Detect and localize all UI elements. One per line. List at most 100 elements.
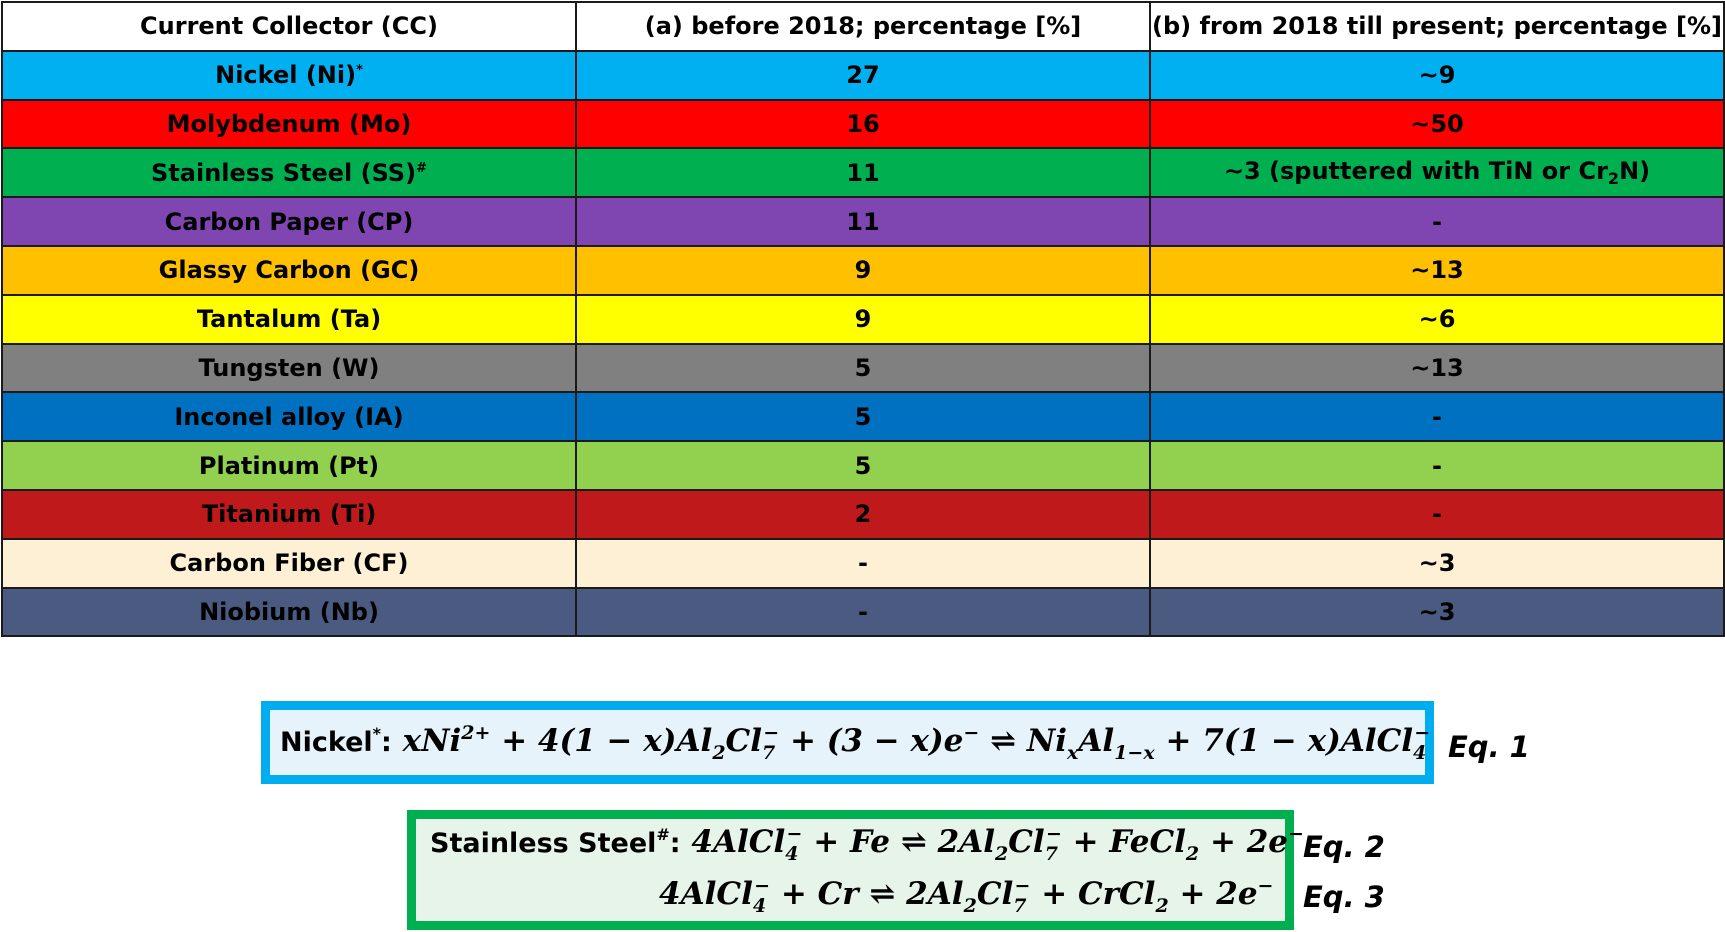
equation-1-tag: Eq. 1 [1448, 730, 1530, 764]
table-header-row: Current Collector (CC) (a) before 2018; … [1, 1, 1725, 52]
table-row: Tungsten (W) 5 ~13 [1, 342, 1725, 394]
table-row: Stainless Steel (SS)# 11 ~3 (sputtered wit… [1, 147, 1725, 199]
equation-2-term-5: + 2e [1209, 824, 1289, 860]
equation-1-term-5: + 7(1 − x)AlCl [1165, 723, 1414, 759]
header-current-collector: Current Collector (CC) [1, 1, 577, 52]
equation-3-term-2: + Cr [780, 876, 859, 912]
cell-before-2018: - [575, 537, 1151, 589]
equation-2-term-3-sup2: − [1045, 823, 1062, 845]
cell-from-2018: - [1149, 391, 1725, 443]
equation-1-term-2-sub: 2 [712, 742, 726, 764]
equation-3-term-1-sub: 4 [752, 895, 767, 917]
cell-before-2018: 5 [575, 440, 1151, 491]
equation-3-term-3-sup2: − [1014, 875, 1031, 897]
equation-2-term-3-sub2: 7 [1044, 843, 1058, 865]
table-row: Titanium (Ti) 2- [1, 488, 1725, 540]
cell-before-2018: 2 [575, 488, 1151, 540]
equation-2-term-1-sub: 4 [785, 843, 799, 865]
cell-current-collector: Carbon Fiber (CF) [1, 537, 577, 589]
cell-current-collector: Molybdenum (Mo) [1, 98, 577, 150]
equation-3-term-3-sub2: 7 [1013, 895, 1027, 917]
table-row: Molybdenum (Mo) 16 ~50 [1, 98, 1725, 150]
cell-current-collector: Carbon Paper (CP) [1, 196, 577, 247]
footnote-mark: # [416, 160, 427, 176]
cell-from-2018: ~3 [1149, 537, 1725, 589]
collector-name: Molybdenum (Mo) [166, 109, 412, 138]
equation-3-term-3-sub: 2 [963, 895, 977, 917]
equation-1: Nickel*: xNi2+ + 4(1 − x)Al2Cl7− + (3 − … [280, 722, 1430, 764]
current-collector-table: Current Collector (CC) (a) before 2018; … [1, 1, 1725, 638]
equation-1-term-1-sup: 2+ [461, 722, 491, 744]
collector-name: Inconel alloy (IA) [174, 402, 404, 431]
cell-current-collector: Tantalum (Ta) [1, 293, 577, 345]
cell-current-collector: Nickel (Ni)* [1, 49, 577, 101]
cell-from-2018: - [1149, 440, 1725, 491]
equation-1-arrow: ⇌ [990, 723, 1017, 759]
cell-before-2018: 5 [575, 342, 1151, 394]
header-before-2018: (a) before 2018; percentage [%] [575, 1, 1151, 52]
cell-before-2018: 9 [575, 293, 1151, 345]
cell-current-collector: Stainless Steel (SS)# [1, 147, 577, 199]
equation-1-term-3-sup: − [963, 722, 980, 744]
equation-3: 4AlCl4− + Cr ⇌ 2Al2Cl7− + CrCl2 + 2e− [659, 875, 1273, 917]
table-row: Carbon Fiber (CF) - ~3 [1, 537, 1725, 589]
cell-from-2018: ~9 [1149, 49, 1725, 101]
collector-name: Tungsten (W) [198, 353, 380, 382]
equation-2-term-4: + FeCl [1072, 824, 1186, 860]
equation-2-term-2: + Fe [813, 824, 891, 860]
cell-current-collector: Platinum (Pt) [1, 440, 577, 491]
subscript: 2 [1607, 169, 1620, 189]
equation-2-mark: # [656, 825, 670, 844]
equation-2-colon: : [669, 828, 681, 859]
equation-1-colon: : [381, 727, 392, 758]
cell-from-2018: ~50 [1149, 98, 1725, 150]
collector-name: Stainless Steel (SS) [151, 158, 417, 187]
equation-3-term-1-sup: − [754, 875, 771, 897]
equation-2: Stainless Steel#: 4AlCl4− + Fe ⇌ 2Al2Cl7… [430, 823, 1304, 865]
cell-before-2018: 16 [575, 98, 1151, 150]
equation-2-term-4-sub: 2 [1185, 843, 1200, 865]
header-from-2018: (b) from 2018 till present; percentage [… [1149, 1, 1725, 52]
equation-3-arrow: ⇌ [869, 876, 896, 912]
cell-before-2018: - [575, 586, 1151, 638]
collector-name: Titanium (Ti) [201, 500, 377, 529]
equation-1-term-4b: Al [1078, 723, 1115, 759]
cell-current-collector: Tungsten (W) [1, 342, 577, 394]
cell-before-2018: 27 [575, 49, 1151, 101]
equation-1-term-2-sup2: − [763, 722, 780, 744]
equation-3-term-4-sub: 2 [1155, 895, 1169, 917]
table-row: Inconel alloy (IA) 5- [1, 391, 1725, 443]
equation-2-term-3b: Cl [1008, 824, 1045, 860]
cell-before-2018: 9 [575, 244, 1151, 296]
equation-2-term-3: 2Al [937, 824, 996, 860]
table-row: Platinum (Pt) 5- [1, 440, 1725, 491]
equation-1-term-1: xNi [402, 723, 462, 759]
cell-current-collector: Titanium (Ti) [1, 488, 577, 540]
cell-current-collector: Glassy Carbon (GC) [1, 244, 577, 296]
equation-1-term-5-sub: 4 [1413, 742, 1427, 764]
table-body: Nickel (Ni)* 27 ~9 Molybdenum (Mo) 16 ~50 Stai… [1, 49, 1725, 638]
equation-1-term-4-sub: x [1067, 742, 1079, 764]
table-row: Nickel (Ni)* 27 ~9 [1, 49, 1725, 101]
cell-before-2018: 11 [575, 147, 1151, 199]
cell-text: N) [1619, 157, 1651, 186]
equation-1-term-4-sub2: 1−x [1114, 742, 1155, 764]
equation-2-label: Stainless Steel [430, 828, 657, 859]
collector-name: Niobium (Nb) [199, 597, 379, 626]
cell-current-collector: Inconel alloy (IA) [1, 391, 577, 443]
collector-name: Carbon Paper (CP) [164, 207, 414, 236]
collector-name: Glassy Carbon (GC) [158, 256, 420, 285]
table-row: Glassy Carbon (GC) 9 ~13 [1, 244, 1725, 296]
equation-1-term-2: + 4(1 − x)Al [501, 723, 713, 759]
table-row: Tantalum (Ta) 9 ~6 [1, 293, 1725, 345]
equation-2-tag: Eq. 2 [1303, 830, 1385, 864]
cell-text: ~3 (sputtered with TiN or Cr [1223, 157, 1608, 186]
equation-2-term-3-sub: 2 [995, 843, 1009, 865]
equation-2-term-1: 4AlCl [691, 824, 786, 860]
equation-2-term-5-sup: − [1288, 823, 1304, 845]
cell-from-2018: ~3 [1149, 586, 1725, 638]
equation-1-term-5-sup: − [1414, 722, 1431, 744]
nickel-equation-box: Nickel*: xNi2+ + 4(1 − x)Al2Cl7− + (3 − … [261, 701, 1434, 784]
equation-1-mark: * [372, 724, 382, 743]
cell-from-2018: - [1149, 196, 1725, 247]
